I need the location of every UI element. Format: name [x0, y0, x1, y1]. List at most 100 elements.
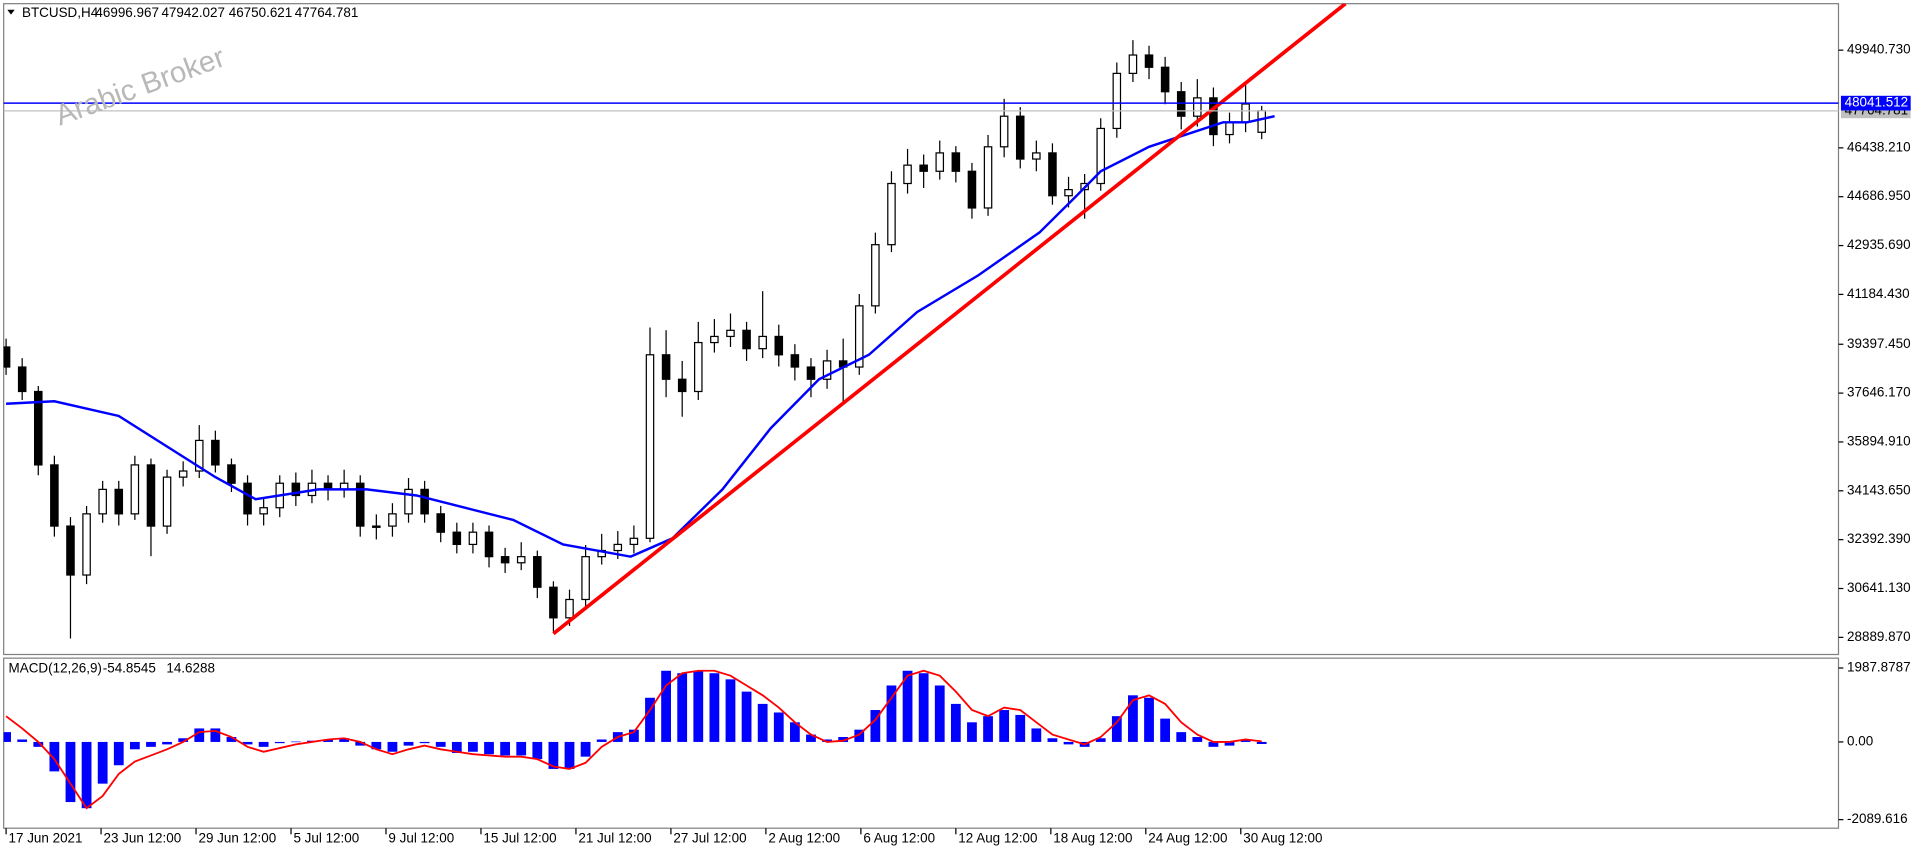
candle-body [114, 488, 124, 515]
candles [3, 3, 1347, 639]
macd-bar [81, 741, 92, 809]
macd-bar [709, 673, 720, 742]
macd-bar [999, 710, 1010, 742]
macd-bar [1031, 728, 1042, 742]
macd-bar [194, 728, 205, 742]
main-panel-frame [3, 3, 1840, 656]
macd-bar [33, 741, 44, 747]
candle-body [291, 482, 301, 497]
macd-bar [516, 741, 527, 756]
macd-bar [17, 739, 28, 742]
macd-bar [323, 739, 333, 742]
candle-body [468, 531, 478, 546]
candle-body [1048, 152, 1057, 197]
macd-bar [886, 685, 897, 742]
macd-bar [1208, 741, 1219, 747]
y-tick-label: -2089.616 [1847, 811, 1908, 826]
macd-bar [210, 728, 221, 742]
macd-bar [967, 722, 977, 742]
candle-body [50, 464, 59, 527]
candle-body [613, 543, 623, 552]
macd-bar [934, 685, 945, 742]
macd-bar [1063, 741, 1074, 745]
candle-body [1176, 91, 1186, 117]
header-arrow [7, 9, 15, 15]
y-tick-label: 46438.210 [1847, 139, 1911, 154]
candle-body [243, 482, 252, 515]
candle-body [806, 366, 816, 380]
macd-panel-frame [3, 657, 1840, 829]
macd-bar [49, 741, 60, 772]
macd-bar [838, 737, 849, 742]
macd-bar [1176, 732, 1187, 742]
macd-bar [757, 703, 768, 742]
y-tick-label: 28889.870 [1847, 629, 1911, 644]
x-tick-label: 5 Jul 12:00 [293, 831, 359, 846]
x-tick-label: 23 Jun 12:00 [104, 831, 182, 846]
candle-body [854, 305, 864, 368]
x-tick-label: 15 Jul 12:00 [483, 831, 556, 846]
candle-body [516, 556, 526, 564]
macd-bar [1240, 739, 1251, 742]
candle-body [1144, 54, 1154, 68]
candle-body [194, 439, 204, 472]
y-tick-label: 37646.170 [1847, 385, 1911, 400]
candle-body [1257, 110, 1266, 133]
candle-body [372, 525, 381, 528]
candle-body [581, 556, 590, 601]
macd-bar [564, 741, 575, 769]
macd-bar [468, 741, 478, 752]
macd-bar [773, 712, 784, 742]
candle-body [565, 598, 574, 619]
candle-body [66, 525, 75, 576]
y-tick-label: 0.00 [1847, 733, 1873, 748]
x-tick-label: 9 Jul 12:00 [388, 831, 454, 846]
macd-bar [532, 741, 543, 760]
candle-body [887, 182, 896, 246]
macd-bar [146, 741, 156, 747]
candle-body [178, 470, 188, 478]
macd-title: MACD(12,26,9) [9, 661, 102, 676]
candle-body [822, 360, 832, 380]
macd-bar [645, 697, 655, 742]
close-readout: 47764.781 [295, 5, 359, 20]
macd-bar [1015, 714, 1026, 742]
candle-body [146, 464, 156, 527]
candle-body [17, 366, 27, 393]
macd-bar [918, 673, 929, 742]
candle-body [1015, 115, 1025, 160]
y-tick-label: 49940.730 [1847, 42, 1911, 57]
x-tick-label: 29 Jun 12:00 [198, 831, 276, 846]
macd-bar [629, 729, 639, 742]
candle-body [710, 335, 719, 344]
macd-bar [661, 670, 671, 742]
macd-bar [950, 703, 961, 742]
candle-body [1096, 127, 1106, 185]
symbol-label: BTCUSD,H4 [22, 5, 99, 20]
candle-body [1193, 97, 1202, 117]
macd-bar [854, 729, 865, 742]
candle-body [500, 556, 510, 564]
macd-bar [162, 741, 172, 745]
macd-bar [500, 741, 511, 756]
macd-bar [1256, 741, 1267, 744]
candle-body [420, 488, 429, 515]
candle-body [951, 152, 961, 172]
candle-body [919, 164, 928, 172]
candle-body [1225, 121, 1234, 136]
macd-bar [580, 741, 591, 757]
macd-bar [339, 738, 350, 742]
macd-bar [725, 679, 736, 742]
candle-body [1241, 103, 1250, 123]
candle-body [1032, 152, 1041, 160]
candle-body [1128, 54, 1138, 74]
high-readout: 47942.027 [161, 5, 225, 20]
candle-body [645, 354, 655, 539]
macd-bar [258, 741, 269, 747]
macd-bar [435, 741, 446, 747]
candle-body [790, 354, 800, 368]
macd-bar [97, 741, 108, 784]
y-tick-label: 42935.690 [1847, 237, 1911, 252]
